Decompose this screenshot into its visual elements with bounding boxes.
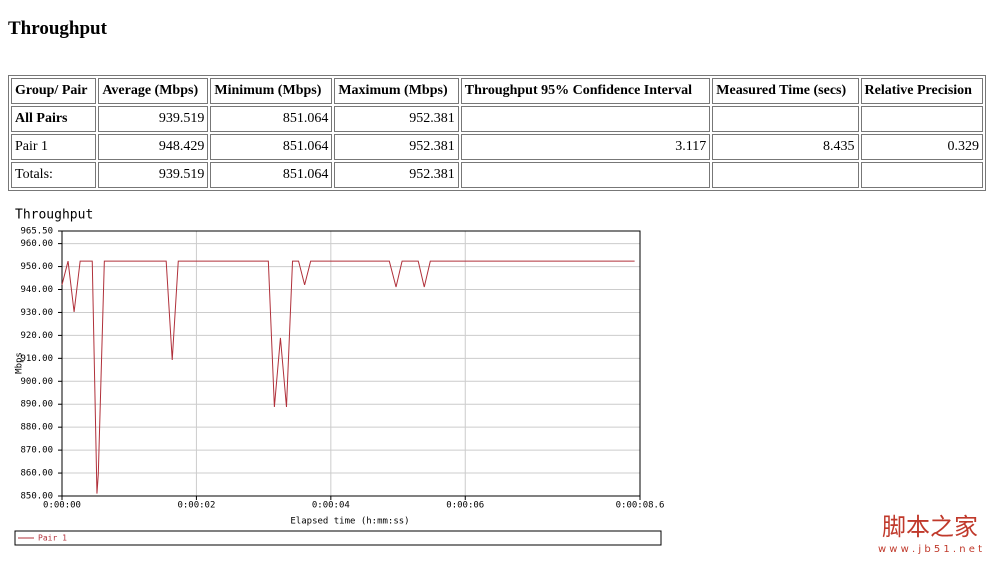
column-header: Relative Precision (860, 78, 983, 104)
y-tick-label: 930.00 (20, 308, 53, 318)
legend-label: Pair 1 (38, 534, 67, 543)
table-cell (460, 162, 711, 188)
results-table: Group/ Pair Average (Mbps) Minimum (Mbps) M… (8, 75, 986, 191)
table-cell (460, 106, 711, 132)
table-row: Totals: 939.519 851.064 952.381 (11, 162, 983, 188)
y-tick-label: 870.00 (20, 446, 53, 456)
table-cell: 952.381 (334, 106, 459, 132)
y-tick-label: 920.00 (20, 331, 53, 341)
y-tick-label: 950.00 (20, 262, 53, 272)
y-tick-label: 965.50 (20, 227, 53, 237)
table-cell: 3.117 (460, 134, 711, 160)
series-line (61, 260, 635, 494)
page-title: Throughput (8, 18, 107, 39)
x-axis-label: Elapsed time (h:mm:ss) (290, 517, 409, 527)
table-cell: 8.435 (712, 134, 859, 160)
column-header: Average (Mbps) (98, 78, 209, 104)
y-tick-label: 960.00 (20, 239, 53, 249)
table-cell: 851.064 (210, 134, 333, 160)
x-tick-label: 0:00:08.6 (616, 501, 665, 511)
table-row: Pair 1 948.429 851.064 952.381 3.117 8.435 0.3… (11, 134, 983, 160)
column-header: Maximum (Mbps) (334, 78, 459, 104)
column-header: Group/ Pair (11, 78, 97, 104)
table-cell: 0.329 (860, 134, 983, 160)
plot-area (61, 230, 641, 497)
watermark-title: 脚本之家 (882, 513, 978, 541)
table-cell: 948.429 (98, 134, 209, 160)
column-header: Minimum (Mbps) (210, 78, 333, 104)
y-tick-label: 850.00 (20, 492, 53, 502)
column-header: Measured Time (secs) (712, 78, 859, 104)
row-label: All Pairs (11, 106, 97, 132)
y-tick-label: 910.00 (20, 354, 53, 364)
legend-box (14, 530, 662, 546)
table-cell: 851.064 (210, 106, 333, 132)
y-tick-label: 880.00 (20, 423, 53, 433)
y-tick-label: 860.00 (20, 469, 53, 479)
chart-title: Throughput (15, 208, 93, 223)
x-tick-label: 0:00:04 (312, 501, 350, 511)
x-tick-label: 0:00:06 (446, 501, 484, 511)
y-tick-label: 940.00 (20, 285, 53, 295)
table-cell: 952.381 (334, 162, 459, 188)
table-cell: 952.381 (334, 134, 459, 160)
table-cell: 939.519 (98, 162, 209, 188)
table-cell (712, 106, 859, 132)
y-tick-label: 900.00 (20, 377, 53, 387)
column-header: Throughput 95% Confidence Interval (460, 78, 711, 104)
table-cell (860, 106, 983, 132)
header-row: Group/ Pair Average (Mbps) Minimum (Mbps) M… (11, 78, 983, 104)
table-cell (860, 162, 983, 188)
x-tick-label: 0:00:00 (43, 501, 81, 511)
table-cell: 939.519 (98, 106, 209, 132)
table-cell (712, 162, 859, 188)
y-tick-label: 890.00 (20, 400, 53, 410)
table-cell: 851.064 (210, 162, 333, 188)
plot-frame (61, 230, 641, 497)
x-tick-label: 0:00:02 (177, 501, 215, 511)
row-label: Pair 1 (11, 134, 97, 160)
y-axis-label: Mbps (15, 352, 25, 374)
table-row: All Pairs 939.519 851.064 952.381 (11, 106, 983, 132)
table-body: All Pairs 939.519 851.064 952.381 Pair 1 948.… (11, 106, 983, 188)
watermark-url: w w w . j b 5 1 . n e t (878, 544, 982, 555)
row-label: Totals: (11, 162, 97, 188)
